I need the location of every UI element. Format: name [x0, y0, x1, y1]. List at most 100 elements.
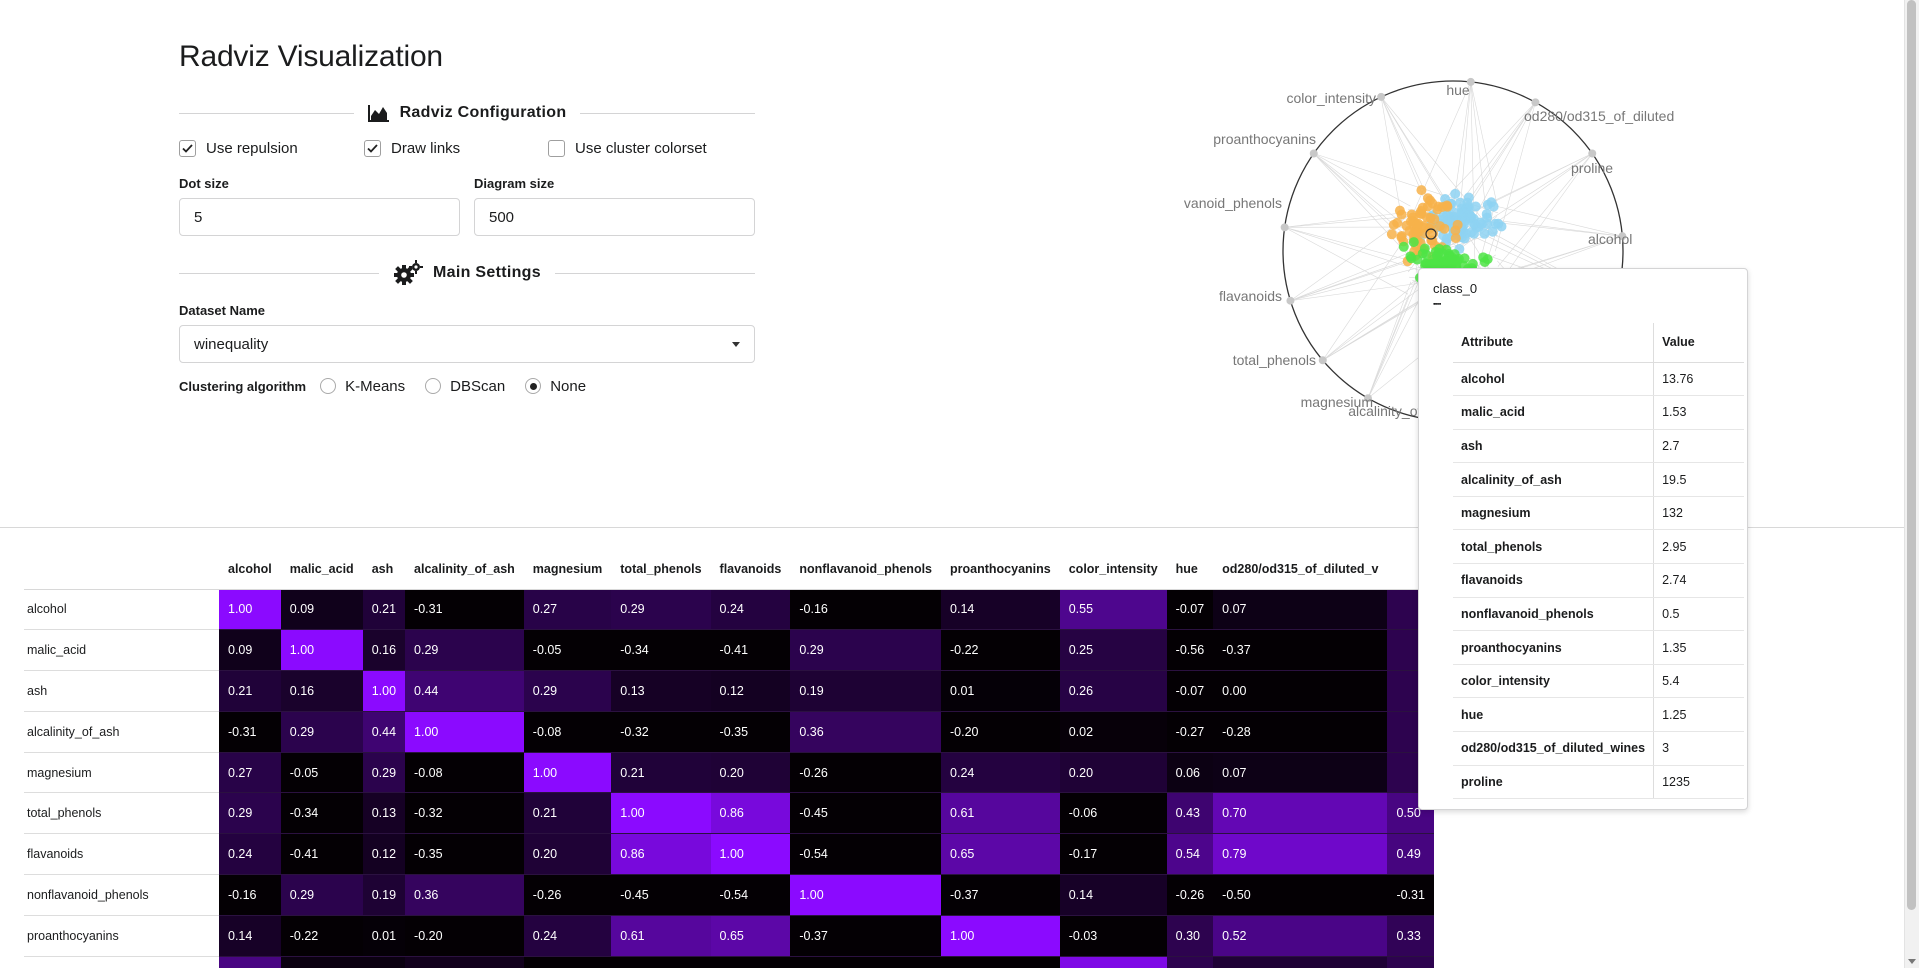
radviz-link: [1470, 81, 1476, 277]
anchor-hue[interactable]: [1466, 77, 1475, 86]
dot-size-input[interactable]: 5: [179, 198, 460, 236]
anchor-total_phenols[interactable]: [1318, 356, 1327, 365]
radviz-config-heading: Radviz Configuration: [399, 104, 567, 121]
correlation-cell: 0.13: [611, 670, 711, 712]
class-1-point[interactable]: [1481, 209, 1492, 220]
tooltip-value: 2.7: [1653, 429, 1744, 464]
radviz-link: [1367, 206, 1452, 399]
correlation-cell: 0.26: [1059, 670, 1167, 712]
anchor-flavanoids[interactable]: [1286, 296, 1295, 305]
anchor-label: alcohol: [1588, 231, 1632, 247]
class-0-point[interactable]: [1416, 185, 1427, 196]
class-2-point[interactable]: [1419, 243, 1430, 254]
anchor-od280[interactable]: [1531, 98, 1540, 107]
draw-links-checkbox[interactable]: Draw links: [364, 140, 460, 157]
correlation-cell: 1.00: [611, 792, 711, 835]
correlation-cell: -0.31: [405, 589, 524, 631]
class-0-point[interactable]: [1452, 219, 1463, 230]
class-0-point[interactable]: [1439, 223, 1450, 234]
use-cluster-colorset-checkbox[interactable]: Use cluster colorset: [548, 140, 707, 157]
anchor-proanthocyanins[interactable]: [1309, 149, 1318, 158]
class-1-point[interactable]: [1488, 201, 1499, 212]
class-0-point[interactable]: [1386, 229, 1397, 240]
correlation-cell: -0.08: [405, 752, 524, 794]
anchor-color_intensity[interactable]: [1377, 92, 1386, 101]
tooltip-value: 5.4: [1653, 664, 1744, 699]
correlation-cell: -0.41: [280, 833, 363, 876]
radviz-link: [1322, 233, 1409, 361]
row-header: alcalinity_of_ash: [24, 711, 219, 753]
radviz-link: [1313, 153, 1409, 229]
class-1-point[interactable]: [1490, 218, 1501, 229]
class-0-point[interactable]: [1441, 200, 1452, 211]
correlation-cell: -0.28: [1213, 711, 1388, 753]
check-icon: [364, 140, 381, 157]
class-0-point[interactable]: [1416, 206, 1427, 217]
correlation-cell: 0.24: [710, 589, 791, 631]
anchor-label: proanthocyanins: [1213, 131, 1316, 147]
main-settings-heading: Main Settings: [433, 264, 541, 281]
correlation-cell: 1.00: [405, 711, 524, 753]
anchor-label: hue: [1446, 82, 1470, 98]
correlation-cell: 0.86: [710, 792, 791, 835]
correlation-cell: -0.31: [219, 711, 281, 753]
class-2-point[interactable]: [1441, 244, 1452, 255]
class-1-point[interactable]: [1468, 228, 1479, 239]
hovered-point[interactable]: [1425, 228, 1437, 240]
anchor-nonflavanoid[interactable]: [1280, 223, 1289, 232]
column-header: hue: [1166, 549, 1214, 590]
correlation-cell: [1387, 956, 1434, 968]
class-1-point[interactable]: [1450, 188, 1461, 199]
correlation-cell: -0.45: [611, 874, 711, 916]
radio-none[interactable]: None: [525, 378, 586, 395]
diagram-size-input[interactable]: 500: [474, 198, 755, 236]
class-2-point[interactable]: [1398, 241, 1409, 252]
anchor-alcohol[interactable]: [1618, 232, 1627, 241]
anchor-label: magnesium: [1301, 394, 1373, 410]
correlation-cell: -0.50: [1213, 874, 1388, 916]
class-0-point[interactable]: [1450, 233, 1461, 244]
class-2-point[interactable]: [1408, 237, 1419, 248]
use-repulsion-checkbox[interactable]: Use repulsion: [179, 140, 298, 157]
class-0-point[interactable]: [1429, 214, 1440, 225]
check-icon: [179, 140, 196, 157]
page-scrollbar[interactable]: [1904, 0, 1919, 968]
class-0-point[interactable]: [1412, 219, 1423, 230]
class-2-point[interactable]: [1482, 254, 1493, 265]
correlation-cell: 0.19: [362, 874, 406, 916]
anchor-label: total_phenols: [1233, 352, 1316, 368]
class-1-point[interactable]: [1466, 212, 1477, 223]
class-0-point[interactable]: [1388, 219, 1399, 230]
class-1-point[interactable]: [1479, 228, 1490, 239]
row-header: [24, 956, 219, 968]
radio-icon: [425, 378, 442, 394]
class-2-point[interactable]: [1412, 254, 1423, 265]
correlation-cell: 0.65: [941, 833, 1060, 876]
class-2-point[interactable]: [1420, 258, 1431, 269]
row-header: malic_acid: [24, 629, 219, 672]
scroll-down-icon[interactable]: [1908, 959, 1916, 964]
correlation-cell: 0.55: [1059, 589, 1167, 631]
class-1-point[interactable]: [1487, 226, 1498, 237]
correlation-cell: 0.16: [362, 629, 406, 672]
scrollbar-thumb[interactable]: [1907, 0, 1916, 910]
correlation-cell: 0.43: [1166, 792, 1214, 835]
class-0-point[interactable]: [1394, 205, 1405, 216]
column-header: flavanoids: [710, 549, 791, 590]
column-header: magnesium: [523, 549, 612, 590]
class-1-point[interactable]: [1470, 201, 1481, 212]
correlation-cell: 0.44: [405, 670, 524, 712]
class-1-point[interactable]: [1463, 192, 1474, 203]
correlation-header-row: alcohol malic_acid ash alcalinity_of_ash mag…: [24, 549, 1434, 590]
anchor-proline[interactable]: [1588, 149, 1597, 158]
class-0-point[interactable]: [1396, 232, 1407, 243]
class-0-point[interactable]: [1427, 198, 1438, 209]
radio-kmeans[interactable]: K-Means: [320, 378, 405, 395]
correlation-cell: -0.37: [1213, 629, 1388, 672]
dataset-select[interactable]: winequality: [179, 325, 755, 363]
anchor-magnesium[interactable]: [1364, 394, 1372, 403]
correlation-cell: 0.61: [611, 915, 711, 957]
radio-dbscan[interactable]: DBScan: [425, 378, 505, 395]
table-row: total_phenols 0.29 -0.34 0.13 -0.32 0.21 1.00 0…: [24, 792, 1434, 835]
